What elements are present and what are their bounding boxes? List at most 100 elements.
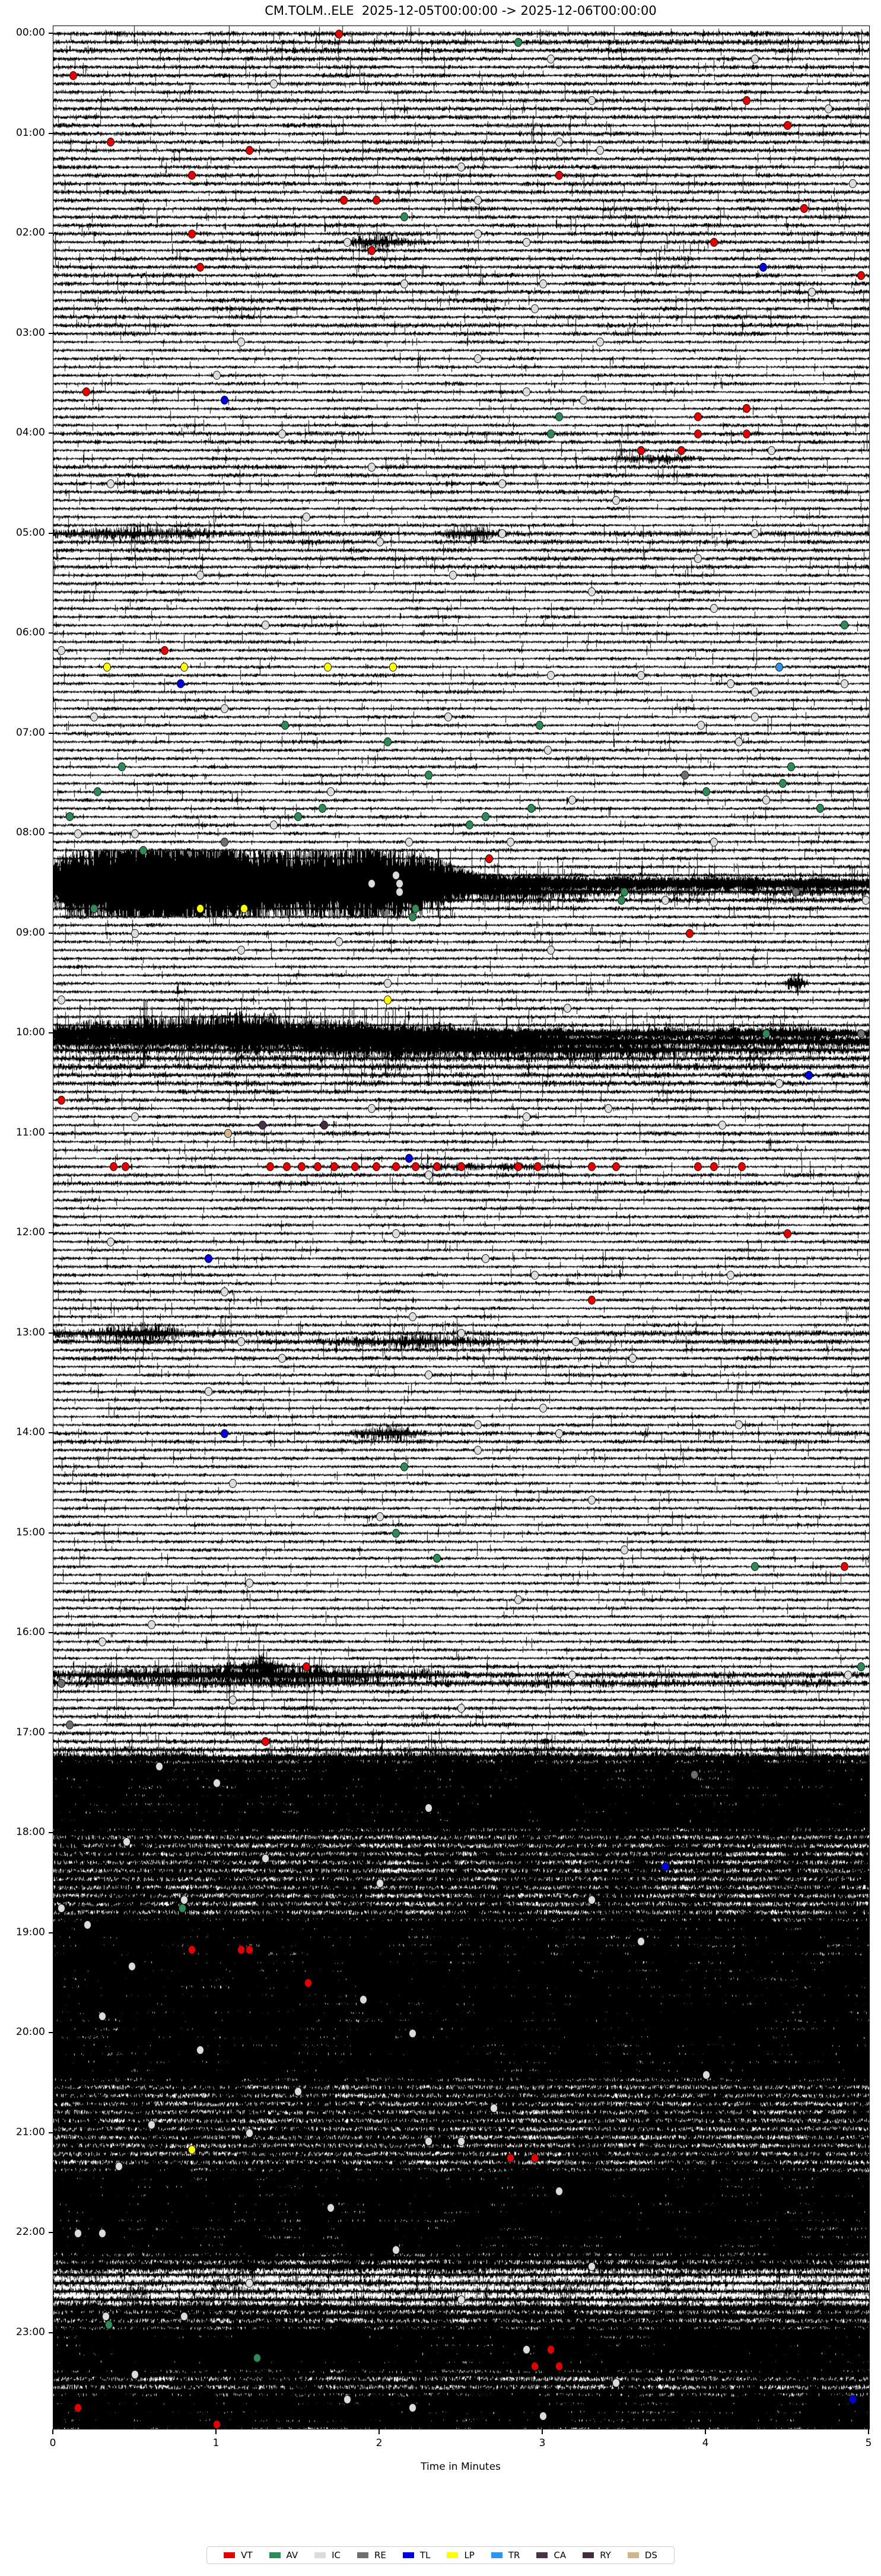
- event-marker-IC: [547, 946, 555, 955]
- event-marker-IC: [155, 1762, 164, 1772]
- legend-swatch-icon: [224, 2552, 236, 2558]
- event-marker-LP: [196, 904, 204, 913]
- event-marker-IC: [547, 670, 555, 680]
- y-tick-label: 00:00: [16, 27, 45, 39]
- event-marker-IC: [588, 1495, 596, 1505]
- event-marker-IC: [367, 879, 376, 888]
- event-marker-VT: [534, 1162, 542, 1172]
- event-marker-AV: [412, 904, 419, 913]
- legend-swatch-icon: [491, 2552, 502, 2558]
- event-marker-AV: [408, 912, 416, 921]
- event-marker-IC: [395, 887, 403, 896]
- event-marker-AV: [400, 1462, 408, 1471]
- event-marker-IC: [376, 1512, 384, 1521]
- event-marker-IC: [221, 1287, 229, 1296]
- event-marker-AV: [762, 1029, 771, 1038]
- event-marker-IC: [849, 179, 857, 189]
- legend-label: DS: [644, 2550, 657, 2561]
- event-marker-VT: [547, 2345, 555, 2355]
- legend-label: CA: [554, 2550, 567, 2561]
- event-marker-AV: [514, 37, 523, 47]
- event-marker-VT: [637, 446, 645, 455]
- event-marker-IC: [245, 2278, 253, 2288]
- event-marker-IC: [204, 1387, 212, 1397]
- event-marker-VT: [188, 171, 196, 180]
- event-marker-VT: [304, 1979, 312, 1988]
- event-marker-IC: [327, 2203, 335, 2213]
- x-axis-label: Time in Minutes: [421, 2461, 501, 2473]
- event-marker-VT: [432, 1162, 441, 1172]
- event-marker-IC: [543, 746, 552, 755]
- y-tick-label: 15:00: [16, 1526, 45, 1538]
- hour-tick: [49, 532, 53, 534]
- event-marker-IC: [58, 1903, 66, 1913]
- event-marker-VT: [457, 1162, 465, 1172]
- event-marker-VT: [302, 1662, 310, 1671]
- event-marker-VT: [106, 138, 115, 147]
- event-marker-DS: [224, 1129, 232, 1138]
- event-marker-IC: [539, 279, 547, 288]
- event-marker-VT: [121, 1162, 129, 1172]
- event-marker-IC: [697, 720, 705, 730]
- event-marker-IC: [539, 2412, 547, 2421]
- event-marker-IC: [751, 529, 759, 538]
- event-marker-AV: [139, 845, 147, 855]
- event-marker-TL: [221, 1429, 229, 1438]
- event-marker-VT: [351, 1162, 360, 1172]
- event-marker-IC: [408, 1312, 416, 1321]
- legend-item-LP: LP: [447, 2550, 475, 2560]
- hour-tick: [49, 432, 53, 434]
- event-marker-IC: [212, 371, 221, 380]
- x-tick-label: 4: [702, 2437, 709, 2449]
- event-marker-IC: [90, 712, 98, 721]
- event-marker-IC: [384, 979, 392, 988]
- hour-tick: [49, 1532, 53, 1534]
- event-marker-VT: [188, 229, 196, 238]
- legend-swatch-icon: [536, 2552, 548, 2558]
- legend-box: VT AV IC RE TL LP TR CA RY DS: [206, 2546, 675, 2564]
- event-marker-RE: [221, 837, 229, 847]
- hour-tick: [49, 632, 53, 634]
- y-tick-label: 10:00: [16, 1026, 45, 1038]
- legend-item-DS: DS: [627, 2550, 657, 2561]
- event-marker-TL: [661, 1862, 669, 1871]
- y-tick-label: 02:00: [16, 227, 45, 238]
- event-marker-IC: [718, 1120, 726, 1130]
- legend-item-TL: TL: [402, 2550, 430, 2560]
- event-marker-VT: [841, 1562, 849, 1572]
- event-marker-IC: [245, 2129, 253, 2138]
- y-tick-label: 16:00: [16, 1626, 45, 1638]
- event-marker-VT: [160, 645, 168, 655]
- event-marker-IC: [237, 1337, 245, 1347]
- legend-swatch-icon: [314, 2552, 326, 2558]
- event-marker-VT: [530, 2154, 539, 2163]
- event-marker-IC: [588, 587, 596, 597]
- event-marker-IC: [523, 1112, 530, 1121]
- event-marker-IC: [498, 529, 506, 538]
- event-marker-IC: [473, 1420, 482, 1430]
- event-marker-AV: [105, 2320, 113, 2329]
- hour-tick: [49, 1732, 53, 1734]
- y-tick-label: 18:00: [16, 1826, 45, 1838]
- event-marker-VT: [588, 1295, 596, 1305]
- event-marker-VT: [555, 171, 563, 180]
- event-marker-IC: [588, 96, 596, 105]
- event-marker-IC: [621, 1545, 628, 1555]
- event-marker-VT: [69, 71, 77, 80]
- event-marker-IC: [726, 679, 734, 688]
- event-marker-IC: [269, 820, 278, 830]
- event-marker-TR: [775, 662, 784, 672]
- event-marker-IC: [702, 2070, 710, 2079]
- hour-tick: [49, 1432, 53, 1433]
- y-tick-label: 04:00: [16, 427, 45, 438]
- hour-tick: [49, 1032, 53, 1033]
- event-marker-VT: [82, 387, 90, 397]
- event-marker-IC: [767, 446, 775, 455]
- event-marker-IC: [400, 279, 408, 288]
- event-marker-TL: [804, 1070, 813, 1080]
- event-marker-LP: [384, 996, 392, 1005]
- event-marker-IC: [58, 996, 66, 1005]
- event-marker-RE: [857, 1029, 865, 1038]
- event-marker-IC: [751, 687, 759, 697]
- event-marker-IC: [588, 2262, 596, 2271]
